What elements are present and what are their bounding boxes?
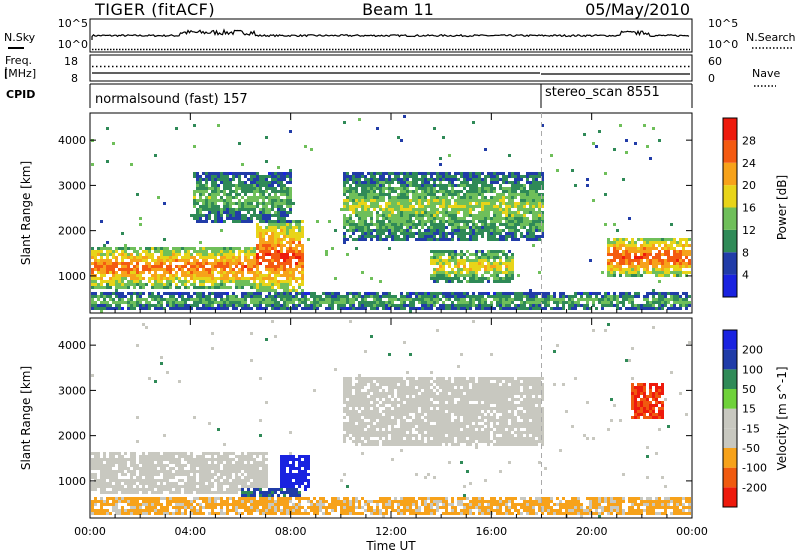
- colorbar-tick-label: 15: [742, 403, 756, 416]
- colorbar-label: Velocity [m s^-1]: [775, 366, 789, 470]
- colorbar-swatch: [723, 162, 737, 186]
- power-colorbar: 4 8 12 16 20 24 28 Power [dB]: [722, 117, 789, 298]
- station-title: TIGER (fitACF): [94, 0, 215, 19]
- x-axis-label: Time UT: [365, 539, 416, 553]
- colorbar-swatch: [723, 274, 737, 297]
- nave-tick-bottom: 0: [708, 72, 715, 85]
- colorbar-swatch: [723, 229, 737, 253]
- colorbar-swatch: [723, 118, 737, 141]
- x-tick-label: 20:00: [576, 525, 608, 538]
- nsky-trace: [91, 28, 690, 40]
- y-tick-label: 4000: [58, 134, 86, 147]
- colorbar-swatch: [723, 369, 737, 389]
- y-tick-label: 4000: [58, 339, 86, 352]
- x-tick-label: 12:00: [375, 525, 407, 538]
- colorbar-tick-label: -50: [742, 442, 760, 455]
- colorbar-swatch: [723, 349, 737, 370]
- nave-tick-top: 60: [708, 55, 722, 68]
- y-tick-label: 1000: [58, 270, 86, 283]
- x-tick-label: 00:00: [74, 525, 106, 538]
- nsky-tick-top: 10^5: [58, 17, 88, 30]
- colorbar-tick-label: -100: [742, 462, 767, 475]
- colorbar-tick-label: 50: [742, 383, 756, 396]
- colorbar-tick-label: 24: [742, 157, 756, 170]
- colorbar-tick-label: 8: [742, 246, 749, 259]
- colorbar-swatch: [723, 140, 737, 163]
- colorbar-swatch: [723, 252, 737, 275]
- colorbar-swatch: [723, 207, 737, 230]
- date-title: 05/May/2010: [585, 0, 690, 19]
- cpid-panel: CPID normalsound (fast) 157 stereo_scan …: [6, 83, 693, 108]
- colorbar-tick-label: 100: [742, 363, 763, 376]
- y-tick-label: 3000: [58, 179, 86, 192]
- velocity-panel: 1000 2000 3000 4000 00:00 04:00 08:00 12:00 16:0…: [19, 317, 708, 538]
- nave-label: Nave: [752, 67, 780, 80]
- nsearch-tick-top: 10^5: [708, 17, 738, 30]
- cpid-segment-0: normalsound (fast) 157: [95, 92, 248, 107]
- colorbar-swatch: [723, 487, 737, 507]
- nsearch-label: N.Search: [746, 31, 796, 44]
- colorbar-tick-label: -200: [742, 481, 767, 494]
- x-tick-label: 00:00: [676, 525, 708, 538]
- velocity-colorbar: -200 -100 -50 -15 15 50 100 200 Velocity [m s^-1…: [722, 329, 789, 508]
- x-tick-label: 08:00: [275, 525, 307, 538]
- nsky-tick-bottom: 10^0: [58, 38, 88, 51]
- colorbar-tick-label: 12: [742, 224, 756, 237]
- colorbar-swatch: [723, 389, 737, 409]
- colorbar-label: Power [dB]: [775, 175, 789, 240]
- colorbar-tick-label: 4: [742, 269, 749, 282]
- y-tick-label: 2000: [58, 225, 86, 238]
- freq-tick-bottom: 8: [71, 72, 78, 85]
- colorbar-swatch: [723, 448, 737, 468]
- colorbar-tick-label: 200: [742, 344, 763, 357]
- colorbar-swatch: [723, 185, 737, 208]
- colorbar-swatch: [723, 428, 737, 448]
- x-tick-label: 16:00: [475, 525, 507, 538]
- nsearch-tick-bottom: 10^0: [708, 38, 738, 51]
- colorbar-swatch: [723, 408, 737, 429]
- colorbar-tick-label: 16: [742, 202, 756, 215]
- power-panel: 1000 2000 3000 4000 Slant Range [km]: [19, 112, 693, 314]
- cpid-segment-1: stereo_scan 8551: [545, 85, 660, 100]
- freq-unit: [MHz]: [4, 67, 36, 80]
- y-tick-label: 3000: [58, 384, 86, 397]
- cpid-label: CPID: [6, 88, 35, 101]
- colorbar-swatch: [723, 467, 737, 488]
- y-axis-label: Slant Range [km]: [19, 366, 33, 470]
- freq-panel: Freq. [MHz] 18 8 60 0 Nave: [4, 54, 780, 87]
- y-tick-label: 1000: [58, 475, 86, 488]
- nsky-panel: N.Sky 10^5 10^0 10^5 10^0 N.Search: [4, 17, 796, 53]
- colorbar-tick-label: -15: [742, 422, 760, 435]
- freq-tick-top: 18: [64, 55, 78, 68]
- nsky-label: N.Sky: [4, 31, 36, 44]
- x-tick-label: 04:00: [174, 525, 206, 538]
- colorbar-tick-label: 28: [742, 134, 756, 147]
- colorbar-tick-label: 20: [742, 179, 756, 192]
- beam-title: Beam 11: [362, 0, 434, 19]
- y-axis-label: Slant Range [km]: [19, 161, 33, 265]
- y-tick-label: 2000: [58, 430, 86, 443]
- colorbar-swatch: [723, 330, 737, 350]
- freq-label: Freq.: [5, 54, 32, 67]
